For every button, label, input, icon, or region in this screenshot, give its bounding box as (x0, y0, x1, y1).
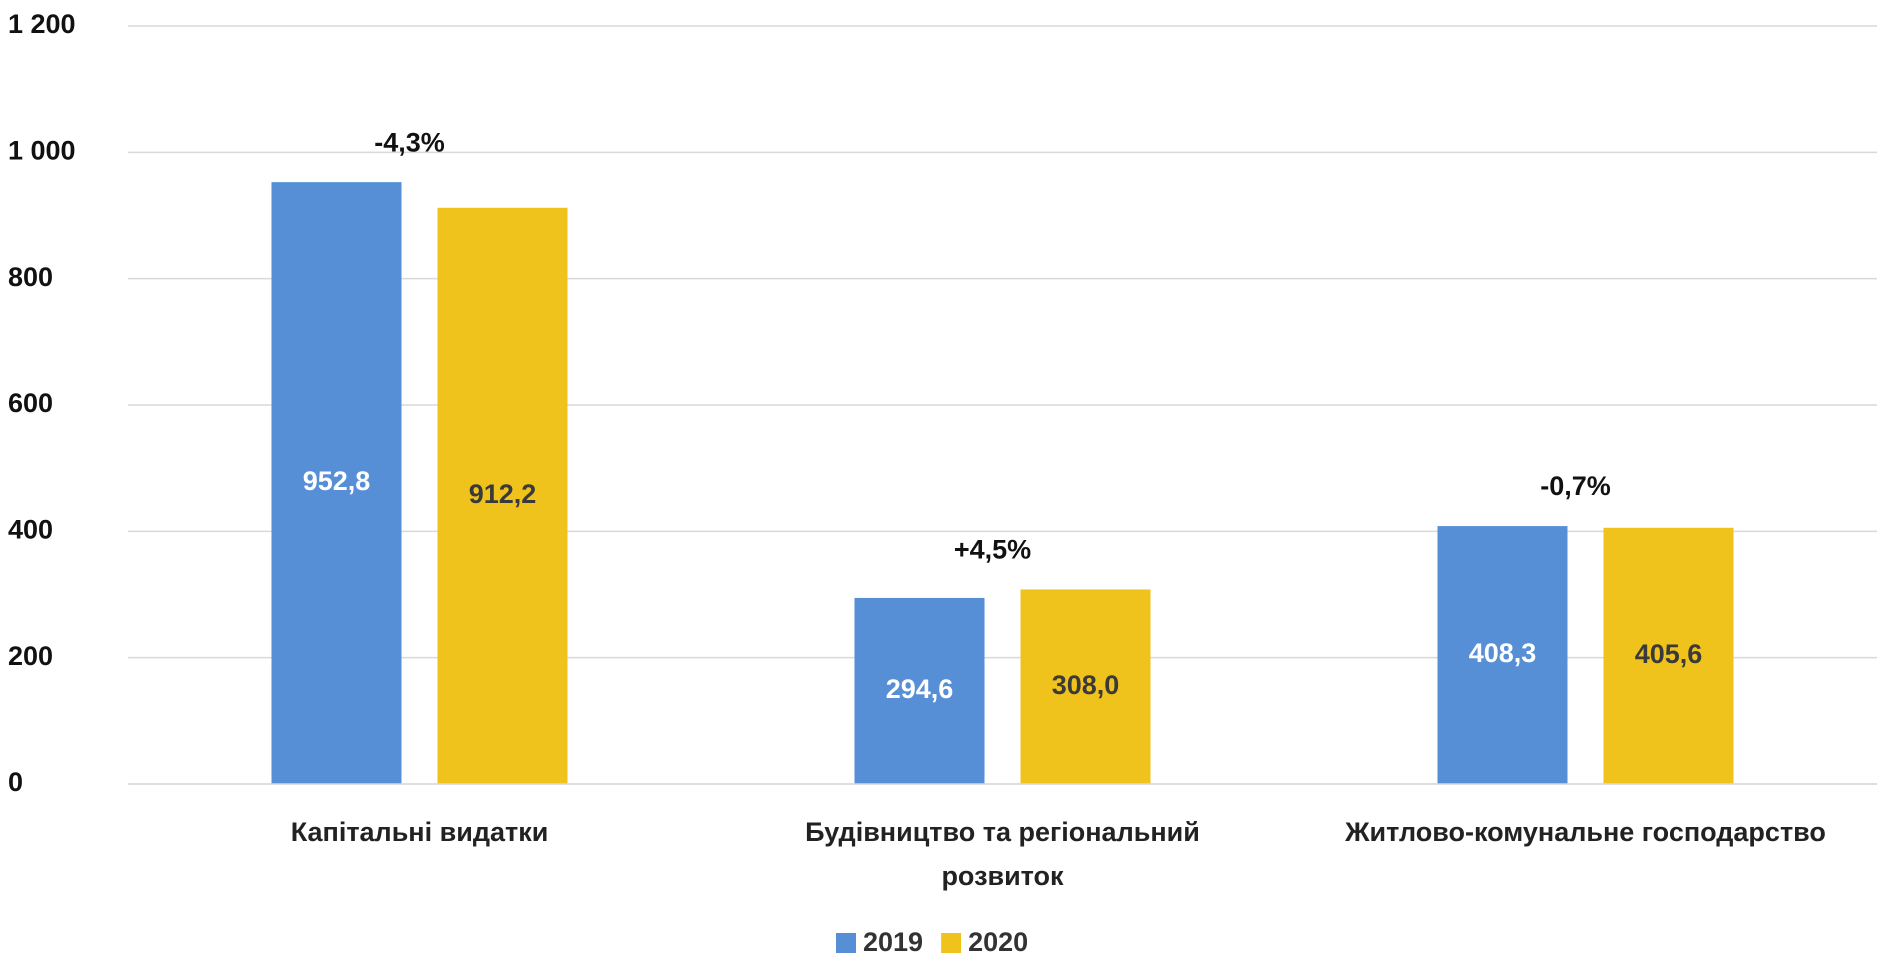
legend-swatch (836, 933, 856, 953)
y-tick-label: 400 (8, 514, 53, 544)
x-tick-label: Житлово-комунальне господарство (1345, 817, 1826, 847)
bar (854, 597, 985, 784)
data-label: 405,6 (1635, 639, 1703, 669)
y-tick-label: 200 (8, 641, 53, 671)
bar (271, 182, 402, 784)
y-tick-label: 600 (8, 388, 53, 418)
data-label: 294,6 (886, 674, 954, 704)
bar (1437, 526, 1568, 784)
legend-label: 2020 (968, 927, 1028, 957)
bar (1603, 527, 1734, 784)
bar (1020, 589, 1151, 784)
annotation: +4,5% (954, 535, 1031, 565)
legend-label: 2019 (863, 927, 923, 957)
y-tick-label: 1 000 (8, 135, 76, 165)
data-label: 912,2 (469, 479, 537, 509)
legend-swatch (941, 933, 962, 953)
y-tick-label: 0 (8, 767, 23, 797)
data-label: 308,0 (1052, 670, 1120, 700)
data-label: 408,3 (1469, 638, 1537, 668)
data-label: 952,8 (303, 466, 371, 496)
annotation: -4,3% (374, 127, 445, 157)
y-tick-label: 1 200 (8, 9, 76, 39)
x-tick-label: Будівництво та регіональний розвиток (805, 817, 1200, 891)
annotation: -0,7% (1540, 471, 1611, 501)
x-tick-label: Капітальні видатки (290, 817, 549, 847)
bar (437, 207, 568, 784)
y-tick-label: 800 (8, 262, 53, 292)
